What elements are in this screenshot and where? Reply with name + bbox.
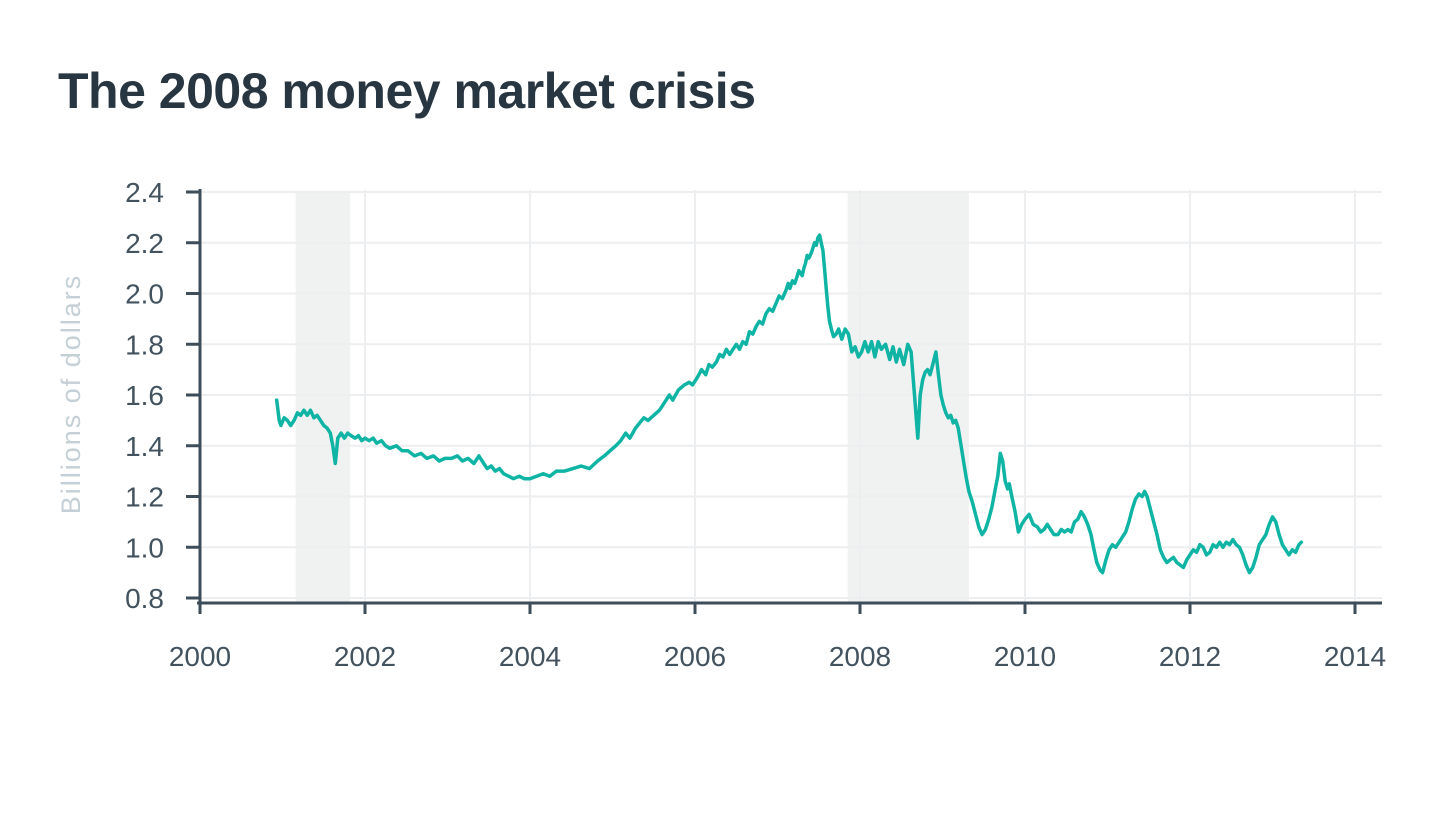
chart-title: The 2008 money market crisis	[58, 63, 756, 119]
y-tick-label: 1.8	[125, 329, 164, 360]
footer: cointelegraph.com source:The Federal Res…	[0, 700, 1450, 827]
y-tick-label: 1.4	[125, 431, 164, 462]
y-tick-label: 1.2	[125, 482, 164, 513]
x-tick-label: 2008	[829, 641, 891, 672]
line-chart: 0.8 1.0 1.2 1.4 1.6 1.8 2.0 2.2 2.4 2000 2002 2004 2…	[56, 177, 1386, 672]
axes	[186, 189, 1382, 614]
recession-bands	[295, 191, 969, 603]
y-axis-title: Billions of dollars	[56, 274, 86, 515]
x-tick-label: 2014	[1324, 641, 1386, 672]
x-tick-label: 2010	[994, 641, 1056, 672]
x-tick-label: 2000	[169, 641, 231, 672]
recession-band	[847, 191, 969, 603]
y-tick-label: 2.2	[125, 228, 164, 259]
y-tick-label: 0.8	[125, 583, 164, 614]
gridlines	[200, 190, 1382, 603]
data-line	[274, 233, 1304, 575]
y-tick-label: 1.6	[125, 380, 164, 411]
data-series	[274, 233, 1304, 575]
x-tick-label: 2004	[499, 641, 561, 672]
y-tick-label: 2.0	[125, 279, 164, 310]
x-tick-label: 2006	[664, 641, 726, 672]
axis-labels: 0.8 1.0 1.2 1.4 1.6 1.8 2.0 2.2 2.4 2000 2002 2004 2…	[125, 177, 1386, 672]
y-tick-label: 1.0	[125, 532, 164, 563]
y-tick-label: 2.4	[125, 177, 164, 208]
x-tick-label: 2002	[334, 641, 396, 672]
recession-band	[295, 191, 351, 603]
x-tick-label: 2012	[1159, 641, 1221, 672]
